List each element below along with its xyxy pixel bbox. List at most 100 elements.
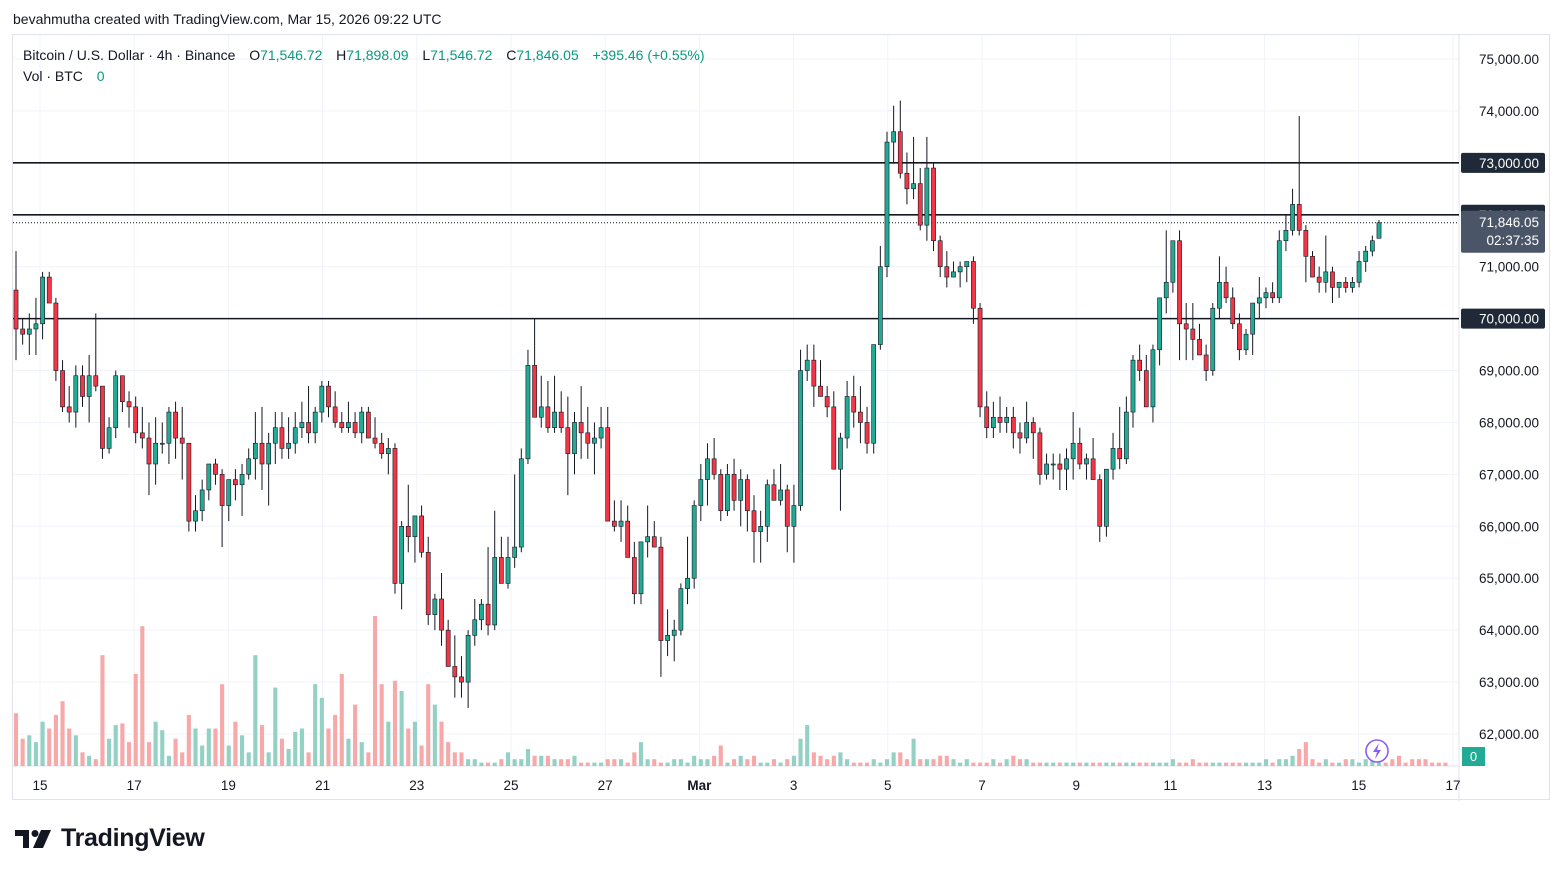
candle-body — [665, 635, 670, 641]
candle-body — [897, 131, 903, 174]
x-tick-label: 15 — [32, 778, 47, 793]
volume-bar — [1124, 762, 1129, 766]
volume-bar — [1343, 759, 1348, 766]
chart-canvas[interactable]: 75,000.0074,000.0073,000.0072,000.0071,0… — [13, 35, 1551, 801]
candle-body — [518, 458, 524, 548]
candle-body — [771, 484, 777, 501]
candle-body — [306, 422, 311, 434]
candle-body — [957, 266, 963, 273]
volume-bar — [200, 745, 205, 766]
candle-body — [492, 557, 498, 626]
volume-bar — [1383, 762, 1388, 766]
volume-bar — [1204, 762, 1209, 766]
candle-body — [1263, 292, 1269, 299]
candle-body — [1017, 432, 1023, 439]
candle-body — [731, 474, 737, 501]
candle-body — [831, 406, 837, 470]
volume-bar — [412, 721, 417, 766]
candle-body — [252, 442, 258, 460]
candle-body — [153, 442, 158, 465]
volume-bar — [1396, 755, 1402, 766]
candle-body — [725, 474, 730, 512]
volume-bar — [1051, 762, 1056, 766]
candle-body — [120, 375, 125, 402]
volume-bar — [1310, 759, 1315, 766]
volume-bar — [685, 762, 690, 766]
low-value: 71,546.72 — [430, 47, 493, 63]
candle-body — [864, 422, 870, 444]
volume-bar — [1263, 759, 1269, 766]
y-tick-label: 71,000.00 — [1479, 260, 1539, 275]
volume-label[interactable]: Vol · BTC — [23, 68, 83, 84]
volume-bar — [1224, 762, 1229, 766]
last-price-label: 71,846.05 — [1479, 215, 1539, 230]
volume-bar — [705, 759, 710, 766]
candle-body — [671, 629, 677, 636]
attribution-text: bevahmutha created with TradingView.com,… — [13, 11, 442, 27]
volume-bar — [1210, 762, 1215, 766]
candle-body — [1363, 250, 1369, 262]
candle-body — [1356, 261, 1362, 283]
last-price-label-bg — [1461, 210, 1545, 253]
candle-body — [658, 546, 664, 641]
volume-bar — [1091, 762, 1096, 766]
brand-logo: TradingView — [13, 824, 205, 853]
x-tick-label: 9 — [1072, 778, 1080, 793]
volume-bar — [878, 762, 883, 766]
candle-body — [319, 385, 325, 413]
volume-bar — [1130, 762, 1136, 766]
volume-bar — [1037, 762, 1042, 766]
candle-body — [691, 505, 697, 579]
volume-bar — [1110, 762, 1116, 766]
volume-bar — [1190, 759, 1195, 766]
symbol-name[interactable]: Bitcoin / U.S. Dollar · 4h · Binance — [23, 47, 236, 63]
candle-body — [804, 359, 810, 371]
volume-bar — [771, 759, 777, 766]
volume-bar — [1390, 759, 1395, 766]
candle-body — [459, 676, 464, 683]
candle-body — [645, 536, 650, 543]
horizontal-line-label-bg — [1461, 308, 1545, 329]
volume-bar — [253, 655, 258, 766]
volume-bar — [432, 704, 437, 766]
volume-bar — [87, 755, 92, 766]
volume-bar — [120, 723, 125, 766]
volume-bar — [944, 755, 949, 766]
close-label: C — [506, 47, 517, 63]
chart-legend: Bitcoin / U.S. Dollar · 4h · Binance O71… — [23, 45, 705, 87]
candle-body — [445, 629, 451, 667]
x-tick-label: 21 — [315, 778, 330, 793]
candle-body — [126, 401, 132, 408]
x-tick-label: 15 — [1351, 778, 1366, 793]
volume-bar — [672, 759, 677, 766]
volume-bar — [113, 725, 118, 766]
volume-bar — [599, 762, 604, 766]
candle-body — [179, 437, 185, 444]
candle-body — [452, 666, 458, 678]
candle-body — [1090, 458, 1096, 480]
candle-body — [877, 266, 883, 345]
volume-bar — [259, 725, 265, 766]
chart-frame[interactable]: 75,000.0074,000.0073,000.0072,000.0071,0… — [12, 34, 1551, 801]
candle-body — [33, 323, 39, 330]
x-tick-label: 3 — [790, 778, 798, 793]
candle-body — [219, 474, 225, 506]
candle-body — [352, 422, 358, 434]
volume-bar — [845, 759, 850, 766]
candle-body — [711, 458, 717, 475]
y-tick-label: 62,000.00 — [1479, 727, 1539, 742]
volume-bar — [1443, 762, 1448, 766]
candle-body — [100, 385, 105, 449]
volume-bar — [1017, 759, 1023, 766]
volume-bar — [73, 735, 78, 766]
volume-bar — [512, 759, 517, 766]
volume-bar — [439, 721, 444, 766]
volume-bar — [758, 762, 763, 766]
volume-bar — [293, 731, 298, 766]
volume-bar — [765, 762, 770, 766]
candle-body — [598, 427, 604, 439]
volume-bar — [831, 755, 836, 766]
volume-bar — [452, 752, 457, 766]
y-tick-label: 63,000.00 — [1479, 675, 1539, 690]
candle-body — [1303, 230, 1309, 257]
